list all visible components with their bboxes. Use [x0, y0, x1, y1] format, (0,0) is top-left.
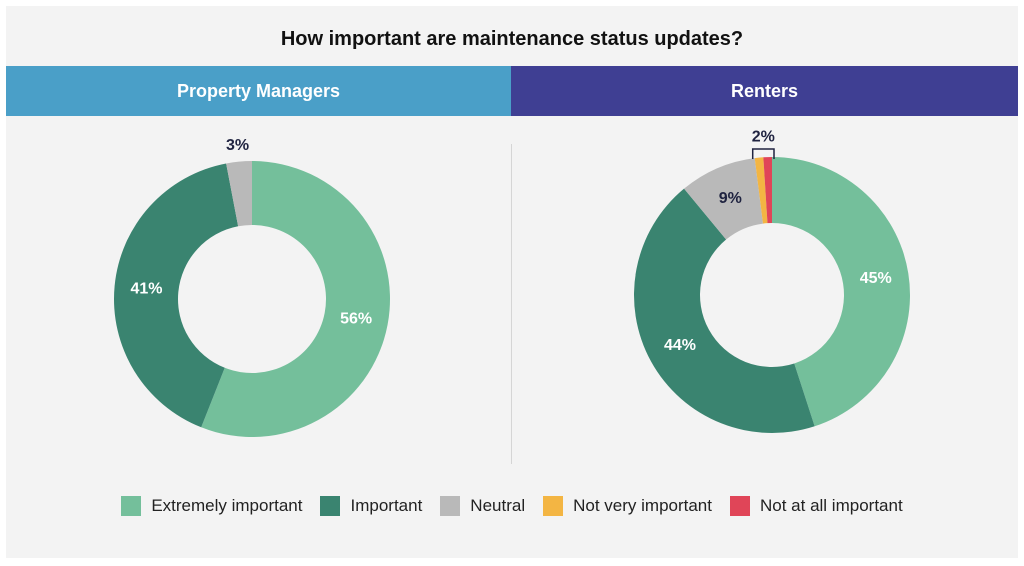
donut-chart-property-managers: 56% 41% 3% [114, 137, 390, 437]
legend-label: Neutral [470, 496, 526, 515]
legend: Extremely important Important Neutral Not v… [6, 496, 1018, 516]
data-label: 3% [226, 137, 249, 154]
panel-divider [511, 144, 512, 464]
legend-label: Not at all important [760, 496, 903, 515]
legend-swatch [440, 496, 461, 516]
panel-title-renters: Renters [730, 80, 799, 101]
legend-label: Not very important [573, 496, 712, 515]
donut-slice-extremely-important [201, 161, 390, 437]
donut-slice-important [633, 188, 815, 433]
data-label: 56% [340, 310, 372, 327]
legend-swatch [320, 496, 341, 516]
legend-swatch [543, 496, 564, 516]
legend-swatch [730, 496, 750, 516]
data-label: 41% [130, 281, 162, 298]
data-label: 9% [719, 190, 742, 207]
panel-title-property-managers: Property Managers [176, 80, 341, 101]
donut-slice-not-at-all-important [763, 157, 772, 224]
group-bracket [751, 148, 775, 159]
chart-title: How important are maintenance status upd… [280, 28, 744, 50]
legend-item: Neutral [440, 496, 525, 516]
panel-header-renters: Renters [511, 66, 1018, 116]
legend-swatch [121, 496, 142, 516]
legend-label: Extremely important [151, 496, 303, 515]
legend-item: Not very important [543, 496, 712, 516]
data-label: 44% [664, 337, 696, 354]
legend-item: Important [320, 496, 422, 516]
donut-chart-renters: 45% 44% 9% 2% [633, 129, 911, 433]
legend-item: Not at all important [730, 496, 903, 516]
data-label: 45% [860, 270, 892, 287]
panel-header-property-managers: Property Managers [6, 66, 511, 116]
donut-slice-neutral [684, 158, 763, 240]
donut-slice-important [114, 163, 239, 428]
chart-card: How important are maintenance status upd… [6, 6, 1018, 558]
donut-slice-extremely-important [772, 157, 911, 427]
legend-item: Extremely important [121, 496, 302, 516]
donut-slice-neutral [226, 161, 252, 227]
donut-slice-not-very-important [754, 157, 768, 224]
legend-label: Important [350, 496, 423, 515]
group-label: 2% [752, 129, 775, 146]
